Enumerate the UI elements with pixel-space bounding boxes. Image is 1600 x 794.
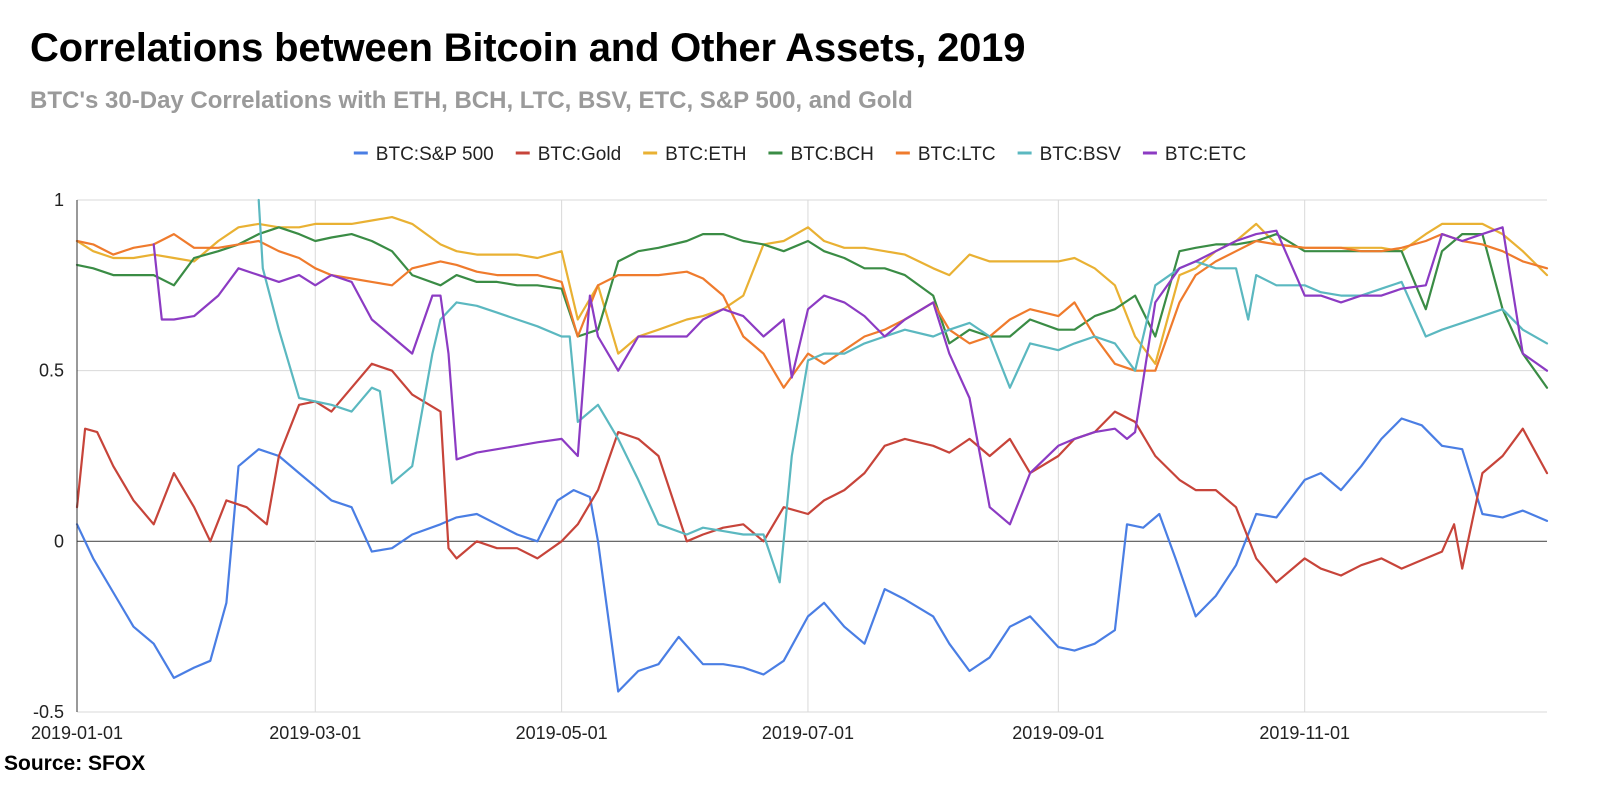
legend-label: BTC:ETC [1165, 144, 1246, 165]
legend-label: BTC:S&P 500 [376, 144, 494, 165]
series-line-btc-etc [152, 226, 1549, 526]
source-note: Source: SFOX [4, 752, 146, 775]
legend-item: BTC:LTC [895, 144, 996, 165]
x-tick-label: 2019-01-01 [31, 723, 123, 743]
series-line-btc-bch [75, 226, 1549, 389]
chart-subtitle: BTC's 30-Day Correlations with ETH, BCH,… [30, 87, 913, 114]
legend-label: BTC:BCH [790, 144, 873, 165]
legend-item: BTC:ETC [1142, 144, 1246, 165]
y-tick-label: 0 [54, 531, 64, 551]
legend-label: BTC:Gold [538, 144, 621, 165]
line-chart: BTC:S&P 500 BTC:Gold BTC:ETH BTC:BCH BTC:LTC… [31, 144, 1549, 743]
series-line-btc-gold [75, 362, 1549, 584]
chart-grid [76, 199, 1547, 713]
legend-label: BTC:LTC [918, 144, 996, 165]
legend-label: BTC:BSV [1040, 144, 1122, 165]
legend-item: BTC:BSV [1017, 144, 1122, 165]
x-tick-label: 2019-09-01 [1012, 723, 1104, 743]
series-line-btc-eth [75, 216, 1549, 365]
chart-title: Correlations between Bitcoin and Other A… [30, 26, 1026, 70]
x-tick-label: 2019-03-01 [269, 723, 361, 743]
legend-label: BTC:ETH [665, 144, 746, 165]
legend-item: BTC:BCH [768, 144, 874, 165]
legend-item: BTC:S&P 500 [353, 144, 494, 165]
legend-item: BTC:ETH [643, 144, 746, 165]
y-tick-label: 0.5 [39, 361, 64, 381]
series-line-btc-bsv [257, 198, 1549, 584]
series-line-btc-ltc [75, 233, 1549, 389]
x-tick-label: 2019-05-01 [516, 723, 608, 743]
series-line-btc-s-p-500 [75, 417, 1549, 693]
x-tick-label: 2019-07-01 [762, 723, 854, 743]
y-tick-label: 1 [54, 190, 64, 210]
x-tick-label: 2019-11-01 [1259, 723, 1350, 743]
legend-item: BTC:Gold [515, 144, 621, 165]
y-tick-label: -0.5 [33, 702, 64, 722]
chart-axes: -0.5 0 0.5 1 2019-01-01 2019-03-01 2019-05-01 2… [31, 190, 1350, 743]
chart-legend: BTC:S&P 500 BTC:Gold BTC:ETH BTC:BCH BTC:LTC… [353, 144, 1246, 165]
chart-series [75, 198, 1549, 693]
